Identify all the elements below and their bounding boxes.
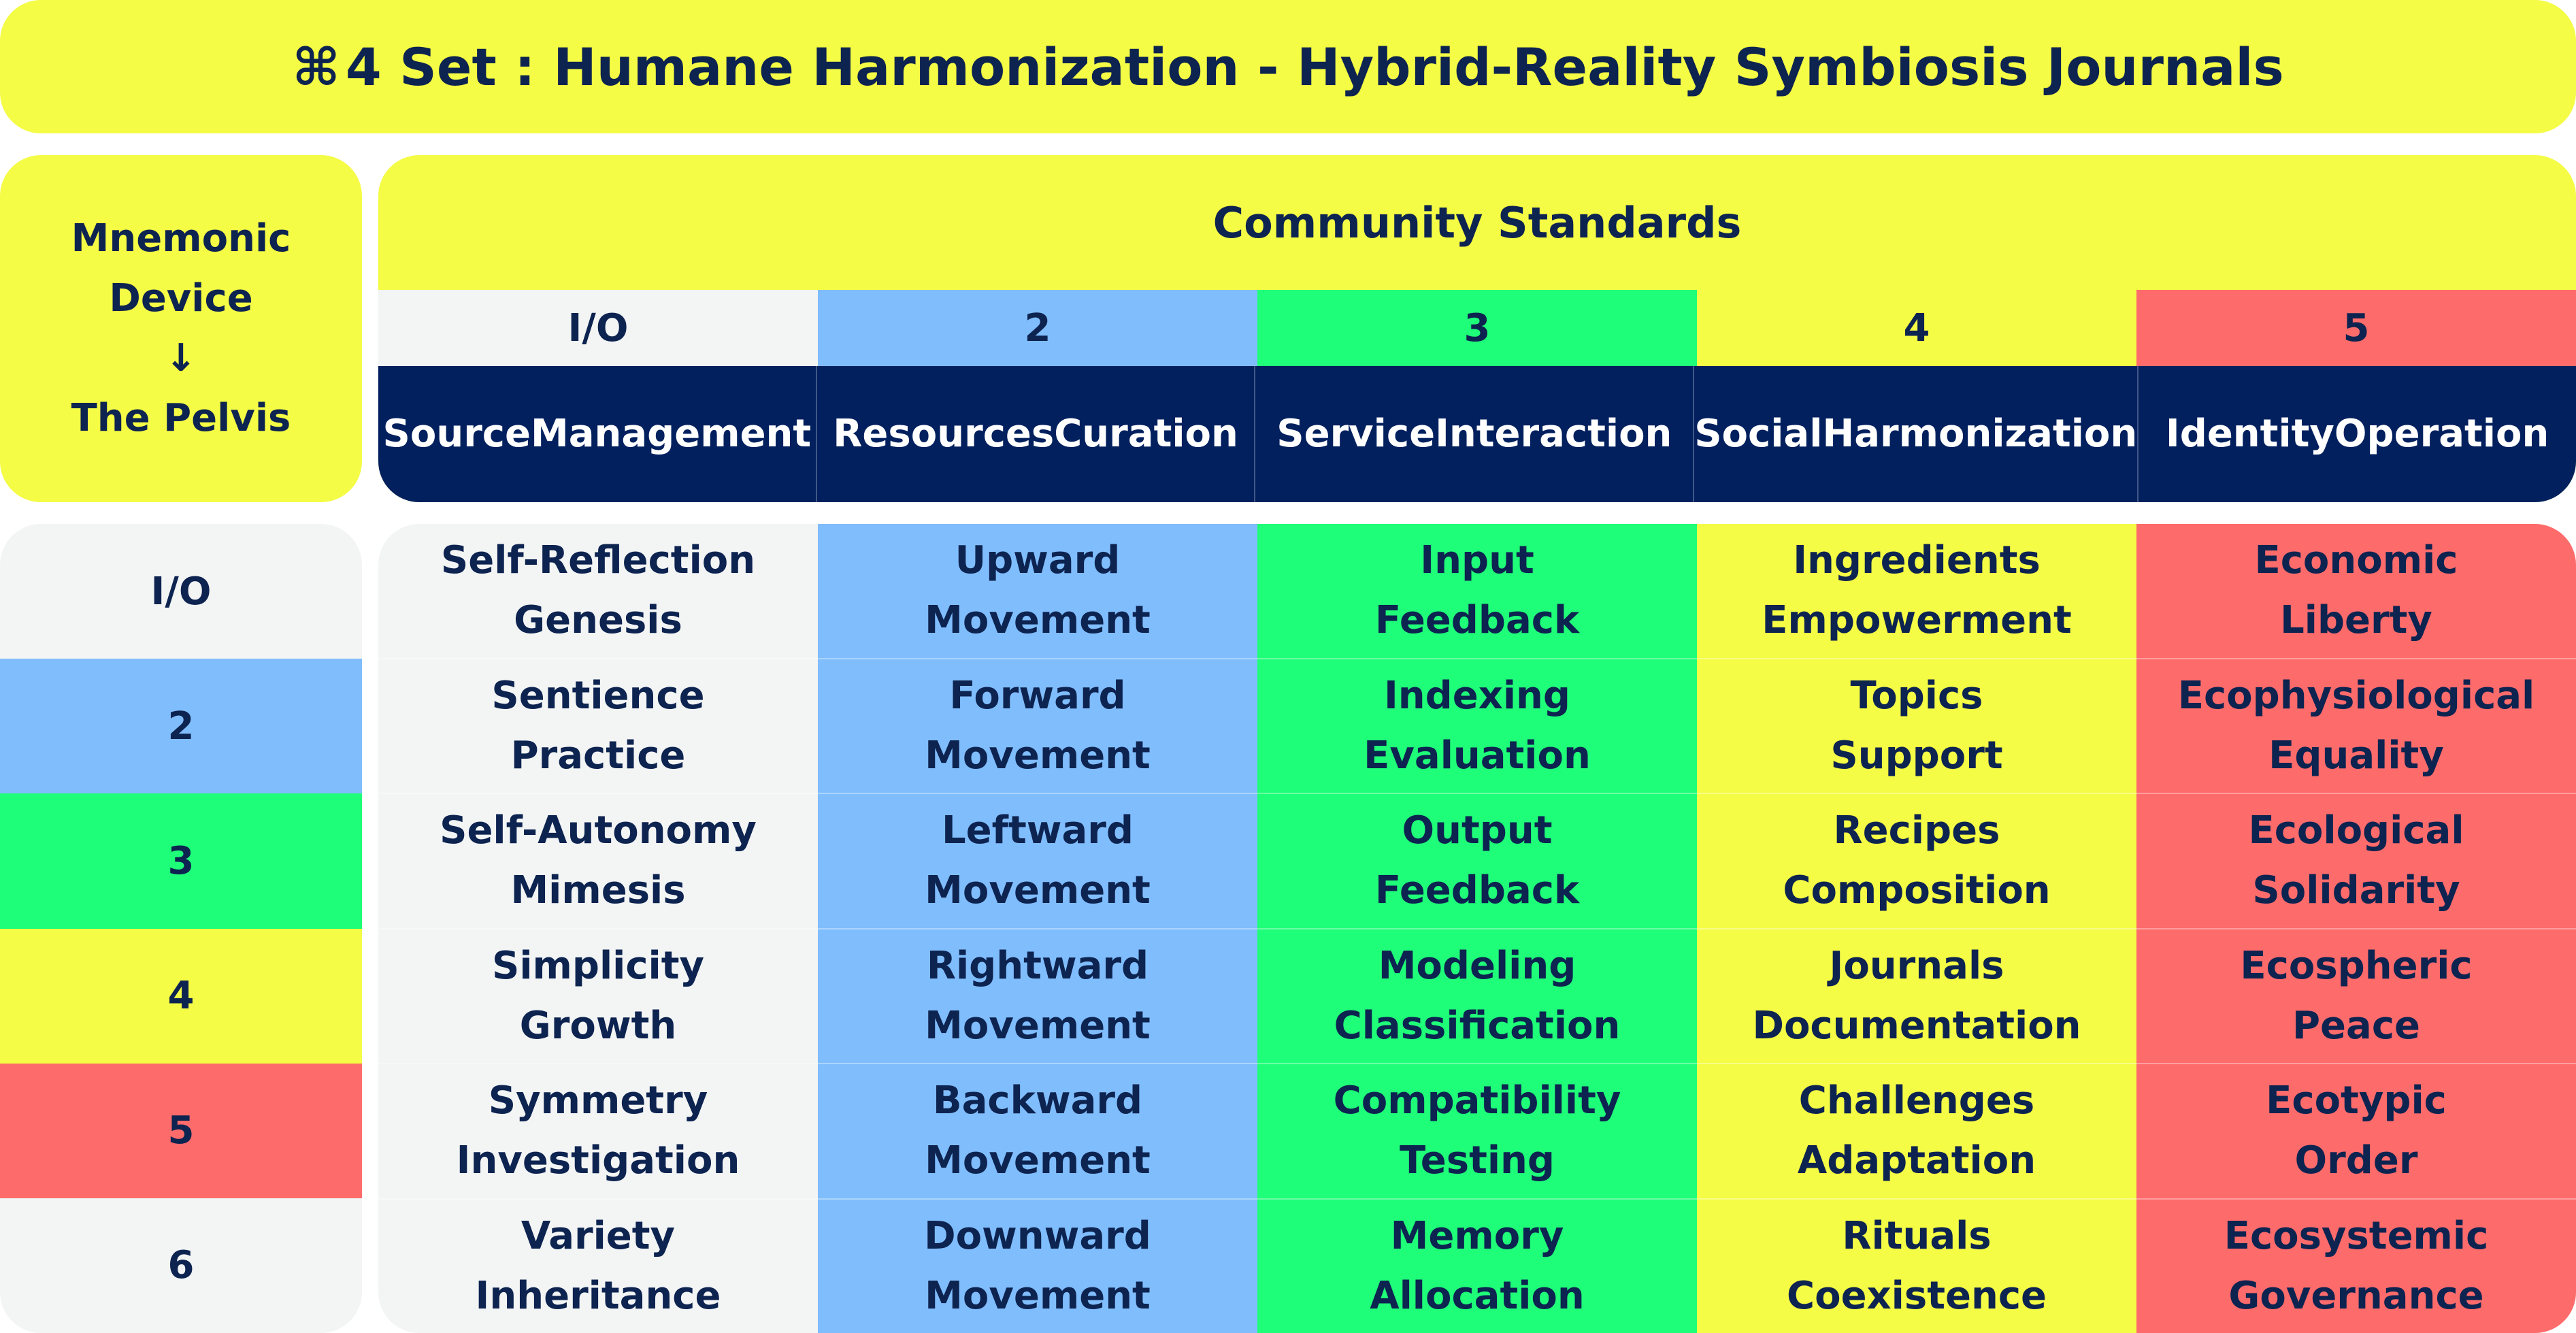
grid-cell: Simplicity Growth	[378, 927, 818, 1064]
section-title: Community Standards	[1212, 197, 1742, 248]
grid-cell: Upward Movement	[925, 538, 1151, 643]
row-index: 3	[0, 793, 362, 929]
grid-cell: Ecophysiological Equality	[2136, 657, 2576, 793]
row-index: 6	[0, 1198, 362, 1333]
column-number: 5	[2136, 290, 2576, 366]
grid-cell: Leftward Movement	[818, 793, 1257, 928]
grid-cell: Indexing Evaluation	[1257, 657, 1697, 793]
mnemonic-label-3: The Pelvis	[71, 396, 291, 440]
column-number: 4	[1697, 290, 2136, 366]
grid-cell: Ingredients Empowerment	[1762, 538, 2072, 643]
command-icon: ⌘	[292, 36, 340, 97]
grid-cell: Memory Allocation	[1257, 1198, 1697, 1333]
row-index: I/O	[0, 524, 362, 659]
grid-column-identity-operation: Economic Liberty Ecophysiological Equality…	[2136, 524, 2576, 1333]
grid-cell: Rituals Coexistence	[1697, 1198, 2136, 1333]
grid-column-source-management: Self-Reflection Genesis Sentience Practice…	[378, 524, 818, 1333]
grid-cell: Input Feedback	[1374, 538, 1580, 643]
grid-cell: Sentience Practice	[378, 657, 818, 793]
community-standards-header: Community Standards I/O 2 3 4 5 Source Ma…	[378, 155, 2576, 502]
column-header: Resources Curation	[815, 366, 1255, 502]
grid-cell: Ecospheric Peace	[2136, 927, 2576, 1064]
column-header: Source Management	[382, 412, 812, 456]
row-index: 4	[0, 928, 362, 1064]
grid-cell: Ecosystemic Governance	[2136, 1198, 2576, 1333]
grid-cell: Symmetry Investigation	[378, 1063, 818, 1198]
grid-cell: Topics Support	[1697, 657, 2136, 793]
grid-column-social-harmonization: Ingredients Empowerment Topics Support Rec…	[1697, 524, 2136, 1333]
standards-grid: Self-Reflection Genesis Sentience Practice…	[378, 524, 2576, 1333]
grid-cell: Economic Liberty	[2254, 538, 2458, 643]
grid-cell: Backward Movement	[818, 1063, 1257, 1198]
grid-cell: Ecological Solidarity	[2136, 793, 2576, 928]
grid-cell: Compatibility Testing	[1257, 1063, 1697, 1198]
row-index: 2	[0, 659, 362, 794]
grid-cell: Ecotypic Order	[2136, 1063, 2576, 1198]
grid-cell: Challenges Adaptation	[1697, 1063, 2136, 1198]
mnemonic-device-panel: Mnemonic Device ↓ The Pelvis	[0, 155, 362, 502]
page-title-text: 4 Set : Humane Harmonization - Hybrid-Re…	[345, 36, 2284, 97]
page-title: ⌘ 4 Set : Humane Harmonization - Hybrid-R…	[0, 0, 2576, 133]
column-header: Social Harmonization	[1693, 366, 2137, 502]
row-index: 5	[0, 1063, 362, 1198]
column-number: I/O	[378, 290, 818, 366]
grid-column-service-interaction: Input Feedback Indexing Evaluation Output F…	[1257, 524, 1697, 1333]
column-header: Service Interaction	[1254, 366, 1693, 502]
grid-cell: Variety Inheritance	[378, 1198, 818, 1333]
grid-cell: Rightward Movement	[818, 927, 1257, 1064]
grid-cell: Recipes Composition	[1697, 793, 2136, 928]
column-number-row: I/O 2 3 4 5	[378, 290, 2576, 366]
grid-cell: Output Feedback	[1257, 793, 1697, 928]
grid-cell: Self-Reflection Genesis	[440, 538, 756, 643]
mnemonic-label-1: Mnemonic	[71, 216, 291, 261]
column-header: Identity Operation	[2137, 366, 2576, 502]
column-number: 3	[1257, 290, 1697, 366]
arrow-down-icon: ↓	[165, 336, 197, 380]
mnemonic-label-2: Device	[109, 276, 253, 320]
grid-cell: Forward Movement	[818, 657, 1257, 793]
grid-cell: Modeling Classification	[1257, 927, 1697, 1064]
grid-cell: Self-Autonomy Mimesis	[378, 793, 818, 928]
grid-cell: Downward Movement	[818, 1198, 1257, 1333]
grid-column-resources-curation: Upward Movement Forward Movement Leftward M…	[818, 524, 1257, 1333]
row-index-list: I/O 2 3 4 5 6	[0, 524, 362, 1333]
column-name-row: Source Management Resources Curation Servi…	[378, 366, 2576, 502]
grid-cell: Journals Documentation	[1697, 927, 2136, 1064]
column-number: 2	[818, 290, 1257, 366]
